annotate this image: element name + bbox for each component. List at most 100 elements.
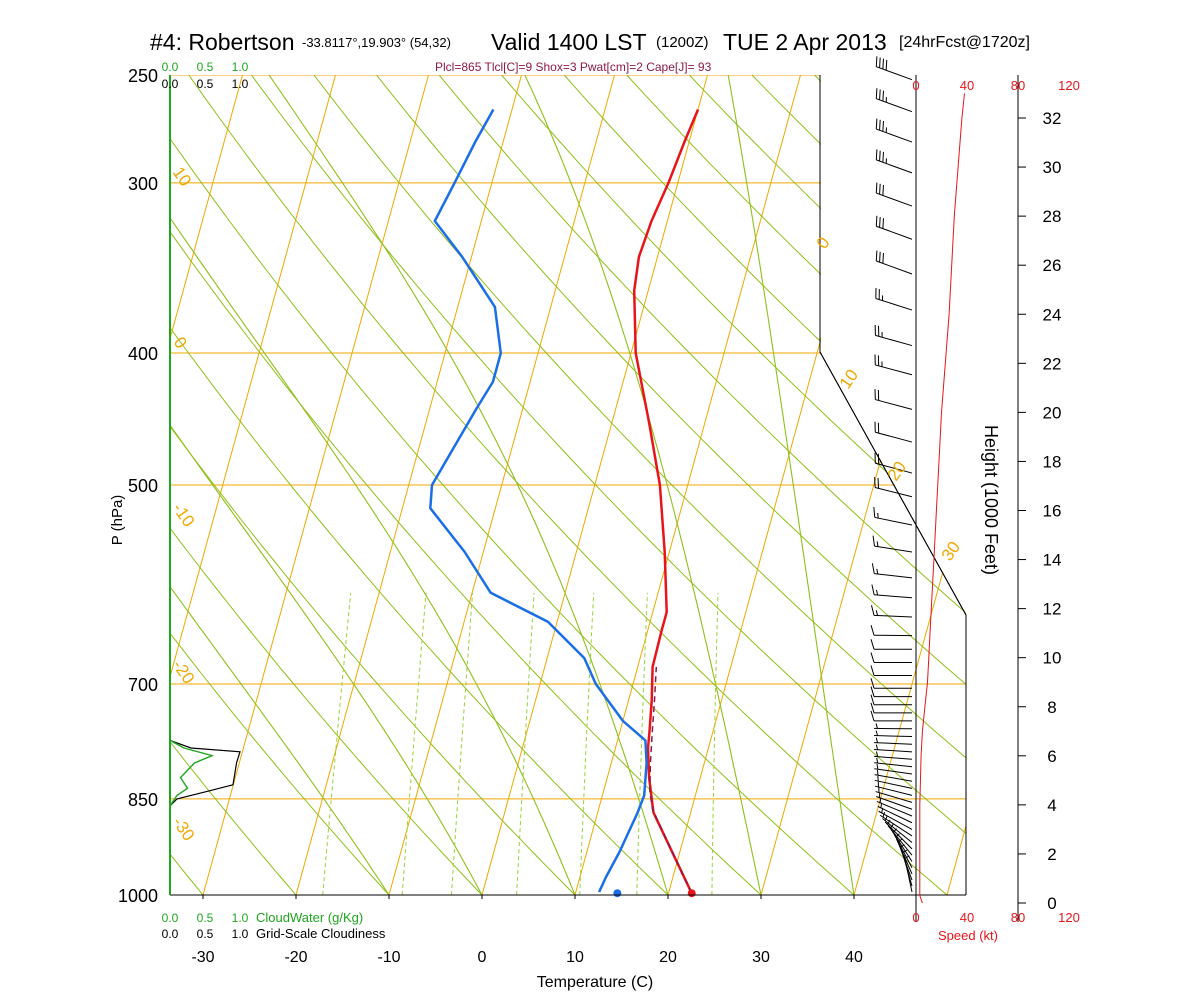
mixing-ratio-label: 2 <box>391 903 409 918</box>
station-title: #4: Robertson <box>150 29 294 55</box>
wind-barb-half <box>876 738 877 743</box>
wind-barb-full <box>883 59 884 69</box>
wind-barb <box>874 764 912 774</box>
mixing-ratio-label: 20 <box>701 896 723 918</box>
wind-barb-full <box>883 152 884 162</box>
wind-barb-full <box>880 184 881 194</box>
wind-barb-staff <box>874 595 912 598</box>
wind-barb-full <box>876 251 877 261</box>
wind-barb-full <box>876 149 877 159</box>
mixing-ratio-line <box>712 593 718 895</box>
wind-barb-staff <box>888 826 912 856</box>
wind-barb-full <box>883 185 884 195</box>
temp-tick-label: 0 <box>478 949 487 966</box>
height-tick-label: 30 <box>1043 158 1062 177</box>
speed-bottom-tick: 120 <box>1058 910 1080 925</box>
speed-bottom-tick: 80 <box>1011 910 1025 925</box>
cloudiness-top-tick: 1.0 <box>232 77 249 91</box>
wind-barb-full <box>880 252 881 262</box>
mixing-ratio-line <box>323 593 351 895</box>
temp-tick-label: -20 <box>284 949 307 966</box>
wind-barb-full <box>871 639 874 649</box>
mixing-ratio-line <box>517 593 535 895</box>
wind-barb <box>874 731 912 737</box>
wind-barb-full <box>871 605 874 615</box>
mixing-ratio-line <box>580 593 594 895</box>
isotherm-label: 0 <box>170 333 191 352</box>
pressure-tick-label: 700 <box>128 675 158 695</box>
speed-axis-title: Speed (kt) <box>938 928 998 943</box>
height-tick-label: 8 <box>1047 698 1056 717</box>
temp-tick-label: -10 <box>377 949 400 966</box>
sounding-indices: Plcl=865 Tlcl[C]=9 Shox=3 Pwat[cm]=2 Cap… <box>435 60 712 74</box>
wind-barb-full <box>883 253 884 263</box>
wind-barb-half <box>876 745 877 750</box>
zulu-time: (1200Z) <box>656 34 709 51</box>
height-tick-label: 22 <box>1043 354 1062 373</box>
pressure-tick-label: 400 <box>128 344 158 364</box>
cloudwater-bottom-tick: 0.0 <box>162 911 179 925</box>
wind-barb-full <box>876 119 877 129</box>
mixing-ratio-label: 8 <box>569 903 587 918</box>
wind-barb <box>873 536 912 552</box>
wind-barb <box>871 653 912 663</box>
wind-barb-staff <box>874 763 912 767</box>
wind-barb <box>879 808 912 830</box>
wind-barb-full <box>876 216 877 226</box>
temp-tick-label: 40 <box>845 949 863 966</box>
height-tick-label: 12 <box>1043 600 1062 619</box>
cloud-panel <box>170 740 240 805</box>
pressure-tick-label: 250 <box>128 66 158 86</box>
height-tick-label: 26 <box>1043 256 1062 275</box>
wind-barb <box>871 666 912 676</box>
wind-barb <box>872 585 912 598</box>
cloudwater-title: CloudWater (g/Kg) <box>256 910 363 925</box>
wind-barb-half <box>877 569 878 574</box>
height-tick-label: 2 <box>1047 845 1056 864</box>
wind-barb-full <box>876 56 877 66</box>
wind-barb-staff <box>874 574 912 578</box>
cloudwater-top-tick: 0.5 <box>197 60 214 74</box>
speed-top-tick: 80 <box>1011 78 1025 93</box>
mixing-ratio-label: 3 <box>441 903 459 918</box>
wind-barb-full <box>880 57 881 67</box>
height-tick-label: 0 <box>1047 894 1056 913</box>
wind-barb <box>871 625 912 635</box>
wind-barb <box>874 745 912 752</box>
wind-barb-staff <box>875 517 912 525</box>
y-axis-title: P (hPa) <box>109 495 126 546</box>
cloudwater-bottom-tick: 0.5 <box>197 911 214 925</box>
valid-time: Valid 1400 LST <box>491 29 647 55</box>
height-tick-label: 28 <box>1043 207 1062 226</box>
surface-dewpoint-dot <box>613 889 621 897</box>
temp-tick-label: 30 <box>752 949 770 966</box>
temp-tick-label: 20 <box>659 949 677 966</box>
station-coords: -33.8117°,19.903° (54,32) <box>302 35 451 50</box>
speed-top-tick: 0 <box>912 78 919 93</box>
wind-barb-full <box>880 151 881 161</box>
height-tick-label: 16 <box>1043 502 1062 521</box>
wind-barb-full <box>874 507 875 517</box>
wind-barb-full <box>876 88 877 98</box>
isotherm-label: -20 <box>169 656 199 687</box>
height-tick-label: 18 <box>1043 452 1062 471</box>
forecast-hour: [24hrFcst@1720z] <box>899 34 1030 51</box>
wind-barb-full <box>876 183 877 193</box>
speed-top-tick: 40 <box>960 78 974 93</box>
speed-top-tick: 120 <box>1058 78 1080 93</box>
cloudiness-bottom-tick: 0.0 <box>162 927 179 941</box>
mixing-ratio-label: 5 <box>506 903 524 918</box>
cloudiness-bottom-tick: 1.0 <box>232 927 249 941</box>
isotherm-label: -10 <box>169 499 199 530</box>
cloudwater-top-tick: 0.0 <box>162 60 179 74</box>
wind-barb-half <box>877 590 878 595</box>
cloudwater-top-tick: 1.0 <box>232 60 249 74</box>
isotherm-line <box>0 75 57 895</box>
cloudiness-top-tick: 0.5 <box>197 77 214 91</box>
wind-barb-full <box>871 666 874 676</box>
surface-temperature-dot <box>688 889 696 897</box>
temp-tick-label: -30 <box>191 949 214 966</box>
wind-barb-staff <box>894 834 912 868</box>
